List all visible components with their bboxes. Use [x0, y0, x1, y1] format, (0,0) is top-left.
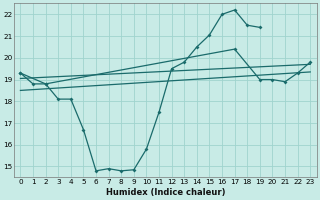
X-axis label: Humidex (Indice chaleur): Humidex (Indice chaleur): [106, 188, 225, 197]
